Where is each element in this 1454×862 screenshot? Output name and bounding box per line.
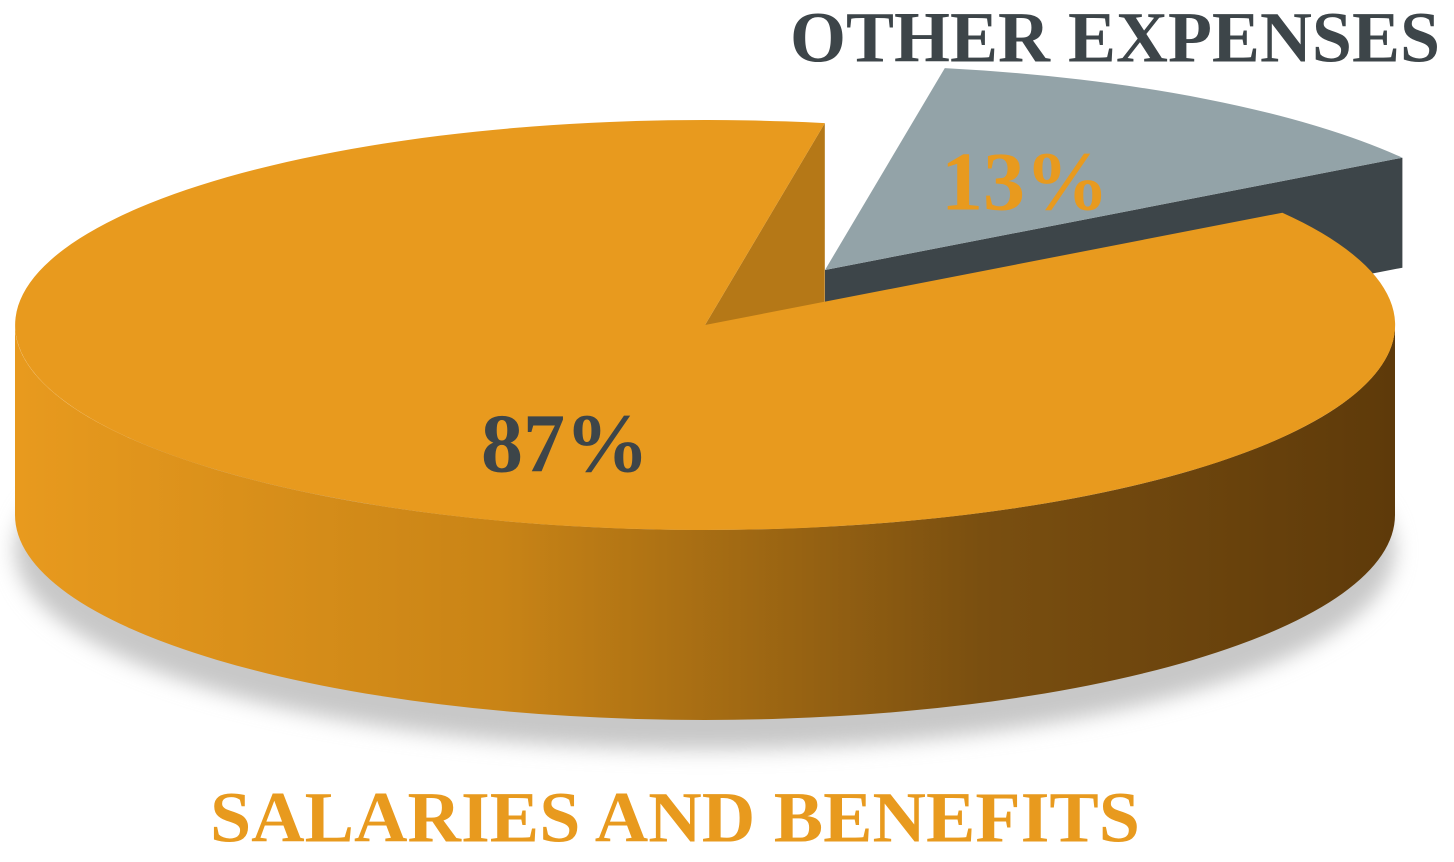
slice — [15, 119, 1396, 530]
pie — [15, 68, 1403, 720]
slice-side — [15, 325, 1395, 720]
value-label: 87% — [481, 397, 649, 490]
value-label: 13% — [941, 135, 1109, 228]
slice — [825, 68, 1403, 270]
category-label: OTHER EXPENSES — [790, 0, 1440, 78]
category-label: SALARIES AND BENEFITS — [210, 778, 1140, 858]
